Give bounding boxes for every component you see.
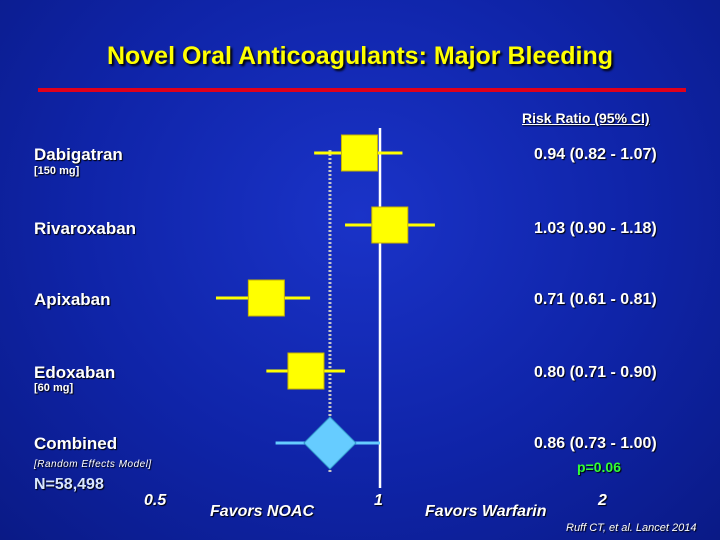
title-divider xyxy=(38,88,686,92)
favors-warfarin-label: Favors Warfarin xyxy=(425,503,547,520)
row-name-combined: Combined xyxy=(34,434,118,453)
x-tick-1: 1 xyxy=(374,492,383,509)
row-name-apixaban: Apixaban xyxy=(34,290,111,309)
row-name-dabigatran: Dabigatran xyxy=(34,145,123,164)
ci-column-header: Risk Ratio (95% CI) xyxy=(522,110,650,126)
favors-noac-label: Favors NOAC xyxy=(210,503,315,520)
slide-title: Novel Oral Anticoagulants: Major Bleedin… xyxy=(106,42,614,70)
row-ci-edoxaban: 0.80 (0.71 - 0.90) xyxy=(534,364,657,381)
p-value: p=0.06 xyxy=(577,459,621,475)
x-tick-2: 2 xyxy=(598,492,607,509)
sample-size: N=58,498 xyxy=(34,476,104,493)
row-ci-apixaban: 0.71 (0.61 - 0.81) xyxy=(534,291,657,308)
point-estimate-edoxaban xyxy=(287,352,325,390)
point-estimate-apixaban xyxy=(247,279,285,317)
row-note-combined: [Random Effects Model] xyxy=(34,459,152,470)
row-ci-dabigatran: 0.94 (0.82 - 1.07) xyxy=(534,146,657,163)
row-note-dabigatran: [150 mg] xyxy=(34,165,80,177)
row-name-edoxaban: Edoxaban xyxy=(34,363,116,382)
row-ci-combined: 0.86 (0.73 - 1.00) xyxy=(534,435,657,452)
point-estimate-rivaroxaban xyxy=(371,206,409,244)
row-name-rivaroxaban: Rivaroxaban xyxy=(34,219,137,238)
point-estimate-dabigatran xyxy=(340,134,378,172)
row-note-edoxaban: [60 mg] xyxy=(34,382,74,394)
citation: Ruff CT, et al. Lancet 2014 xyxy=(566,522,697,534)
pooled-diamond xyxy=(303,416,357,470)
row-ci-rivaroxaban: 1.03 (0.90 - 1.18) xyxy=(534,220,657,237)
x-tick-0-5: 0.5 xyxy=(144,492,167,509)
